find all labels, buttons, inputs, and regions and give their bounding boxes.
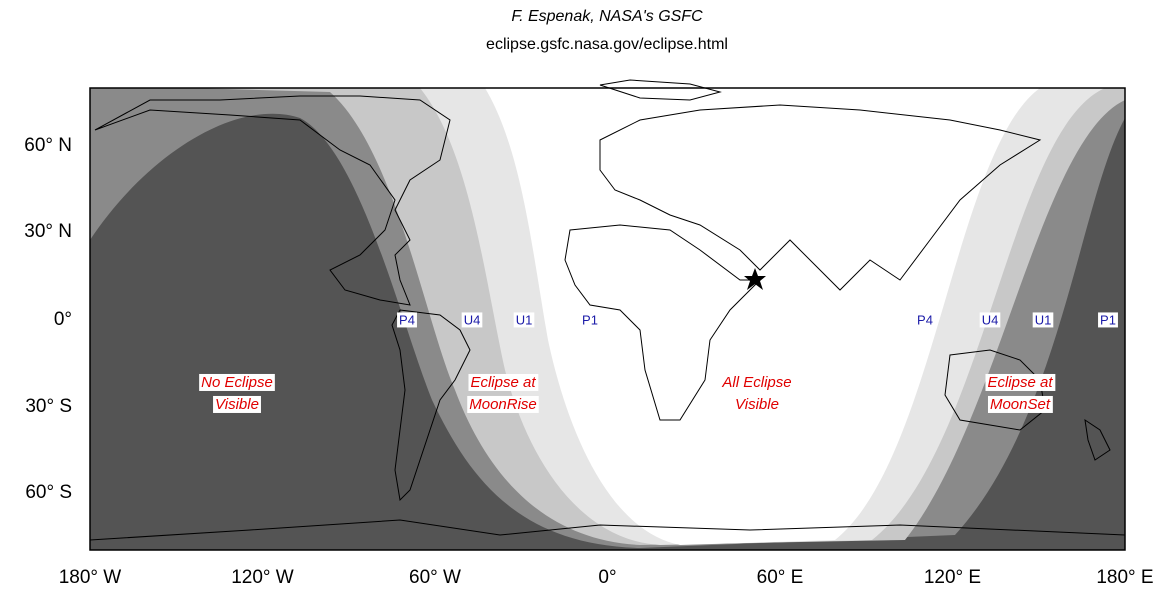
author: F. Espenak, NASA's GSFC bbox=[511, 8, 703, 25]
label-box bbox=[513, 312, 535, 328]
label-box bbox=[461, 312, 483, 328]
y-axis-label: 30° N bbox=[24, 221, 72, 242]
label-box bbox=[1098, 312, 1118, 328]
region-label: Eclipse at bbox=[987, 374, 1053, 391]
coastlines bbox=[89, 79, 1126, 541]
region-label: MoonSet bbox=[990, 396, 1051, 413]
frame-border bbox=[89, 87, 1126, 551]
label-box bbox=[580, 312, 600, 328]
contact-label: P1 bbox=[582, 312, 598, 327]
contact-label: U1 bbox=[516, 312, 533, 327]
contact-label: U4 bbox=[982, 312, 999, 327]
contact-label: U4 bbox=[464, 312, 481, 327]
x-axis-label: 0° bbox=[598, 567, 616, 588]
contact-label: P1 bbox=[1100, 312, 1116, 327]
label-box bbox=[987, 395, 1053, 413]
map-frame bbox=[89, 79, 1126, 551]
y-axis-label: 0° bbox=[54, 309, 72, 330]
label-box bbox=[468, 373, 539, 391]
region-label: Eclipse at bbox=[470, 374, 536, 391]
label-box bbox=[199, 373, 275, 391]
region-label: MoonRise bbox=[469, 396, 537, 413]
greatest-eclipse-marker bbox=[744, 268, 766, 290]
contact-label: P4 bbox=[917, 312, 933, 327]
x-axis-label: 60° E bbox=[757, 567, 804, 588]
x-axis-label: 180° E bbox=[1096, 567, 1153, 588]
label-box bbox=[915, 312, 935, 328]
x-axis-label: 120° E bbox=[924, 567, 981, 588]
region-label: Visible bbox=[735, 396, 779, 413]
y-axis-label: 30° S bbox=[25, 396, 72, 417]
label-box bbox=[979, 312, 1001, 328]
contact-label: U1 bbox=[1035, 312, 1052, 327]
region-label: All Eclipse bbox=[721, 374, 791, 391]
total-zone bbox=[455, 88, 1040, 545]
x-axis-label: 60° W bbox=[409, 567, 461, 588]
label-box bbox=[213, 395, 261, 413]
label-box bbox=[1032, 312, 1054, 328]
x-axis-label: 120° W bbox=[231, 567, 294, 588]
y-axis-label: 60° S bbox=[25, 482, 72, 503]
url: eclipse.gsfc.nasa.gov/eclipse.html bbox=[486, 36, 728, 53]
contact-label: P4 bbox=[399, 312, 415, 327]
label-box bbox=[467, 395, 539, 413]
label-box bbox=[397, 312, 417, 328]
region-label: Visible bbox=[215, 396, 259, 413]
x-axis-label: 180° W bbox=[59, 567, 122, 588]
region-label: No Eclipse bbox=[201, 374, 273, 391]
label-box bbox=[719, 373, 794, 391]
label-box bbox=[733, 395, 781, 413]
label-box bbox=[985, 373, 1056, 391]
y-axis-label: 60° N bbox=[24, 135, 72, 156]
